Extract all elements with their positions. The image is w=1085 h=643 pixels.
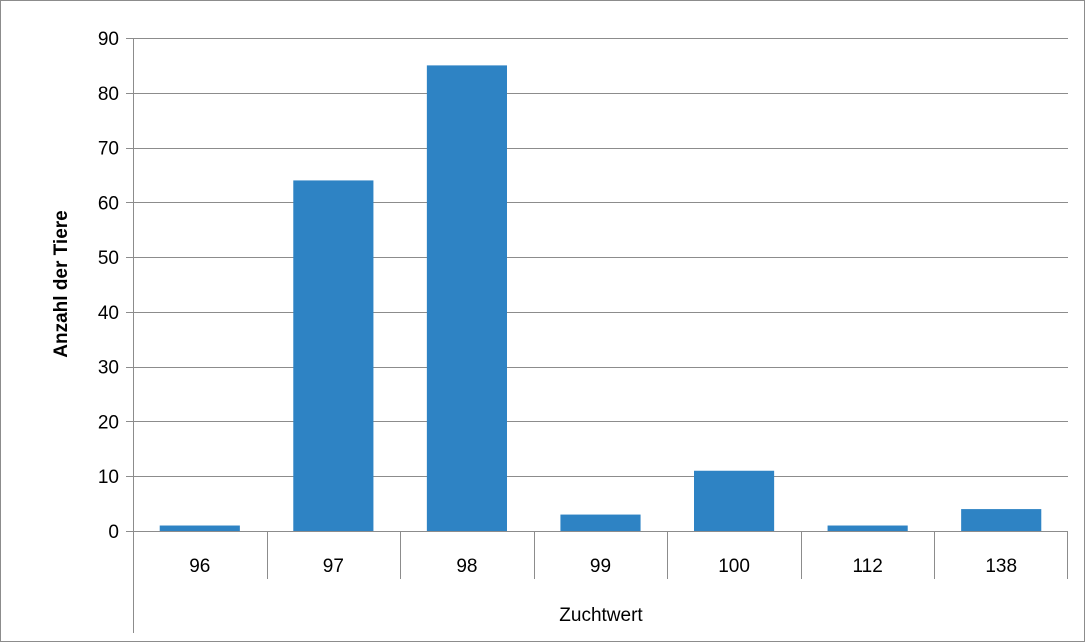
y-tick-label-50: 50 [98,248,119,269]
x-tick-labels: 96 97 98 99 100 112 138 [189,556,1017,577]
y-axis-title: Anzahl der Tiere [51,210,72,357]
y-tick-label-20: 20 [98,412,119,433]
y-tick-label-40: 40 [98,303,119,324]
y-tick-label-70: 70 [98,139,119,160]
y-tick-label-10: 10 [98,467,119,488]
x-tick-label-96: 96 [189,556,210,577]
bar-97 [293,180,374,531]
y-tick-labels: 0 10 20 30 40 50 60 70 80 90 [98,29,119,543]
x-tick-label-99: 99 [590,556,611,577]
x-tick-label-98: 98 [456,556,477,577]
gridlines [126,38,1068,532]
y-tick-label-0: 0 [108,522,119,543]
bar-112 [827,525,908,531]
axes [133,38,1068,633]
x-tick-label-100: 100 [718,556,750,577]
bar-99 [560,514,641,531]
x-tick-label-138: 138 [985,556,1017,577]
bar-96 [159,525,240,531]
x-axis-title: Zuchtwert [559,605,643,626]
y-tick-label-60: 60 [98,193,119,214]
x-tick-label-112: 112 [852,556,882,577]
y-tick-label-90: 90 [98,29,119,50]
y-tick-label-80: 80 [98,84,119,105]
x-tick-label-97: 97 [323,556,344,577]
bar-100 [694,470,775,531]
y-tick-label-30: 30 [98,358,119,379]
bar-138 [961,509,1042,531]
bars [159,65,1042,531]
bar-98 [426,65,507,531]
